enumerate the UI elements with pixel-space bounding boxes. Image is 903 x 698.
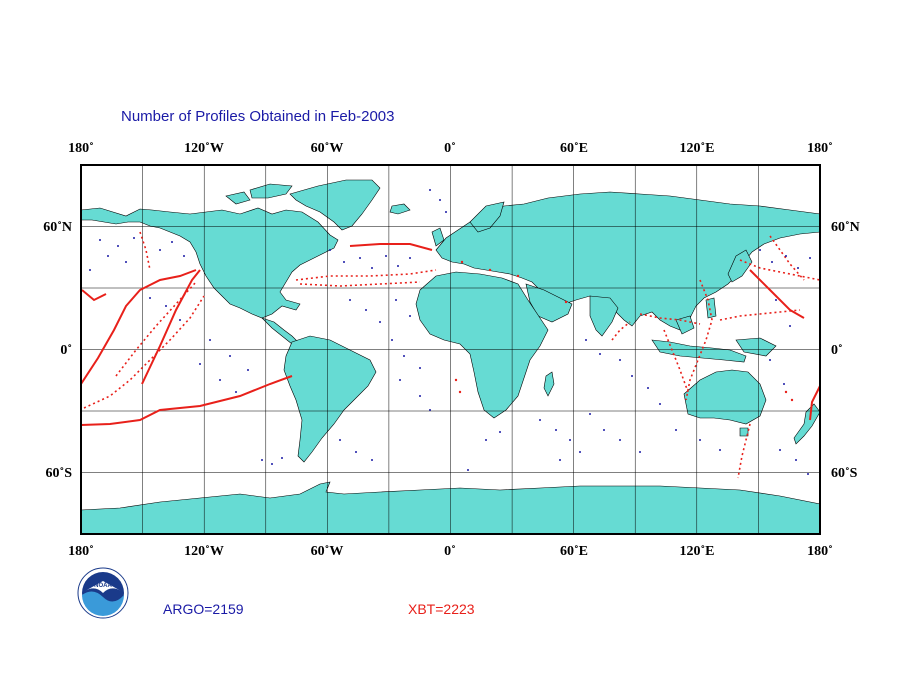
africa xyxy=(415,271,549,419)
xbt-line-north-pacific-1 xyxy=(80,269,197,385)
greenland xyxy=(289,179,381,231)
argo-count: ARGO=2159 xyxy=(163,601,244,617)
xbt-count: XBT=2223 xyxy=(408,601,475,617)
lon-tick-top: 120˚E xyxy=(680,141,715,156)
new-guinea xyxy=(735,337,777,357)
xbt-line-japan xyxy=(749,269,805,319)
india xyxy=(589,295,619,337)
map-frame xyxy=(80,164,821,535)
tasmania xyxy=(739,427,749,437)
longitude-labels-bottom: 180˚ 120˚W 60˚W 0˚ 60˚E 120˚E 180˚ xyxy=(68,544,833,559)
latitude-labels-right: 60˚N 0˚ 60˚S xyxy=(831,220,860,481)
lon-tick-bottom: 120˚W xyxy=(184,544,224,559)
new-zealand xyxy=(793,403,821,445)
lon-tick-top: 120˚W xyxy=(184,141,224,156)
madagascar xyxy=(543,371,555,397)
lat-tick-right: 60˚S xyxy=(831,466,858,481)
arctic-islands xyxy=(249,183,293,199)
scandinavia xyxy=(469,201,505,233)
lon-tick-bottom: 60˚E xyxy=(560,544,588,559)
xbt-line-hawaii xyxy=(81,289,107,302)
lon-tick-bottom: 0˚ xyxy=(444,544,456,559)
argo-floats xyxy=(89,189,811,475)
lon-tick-bottom: 180˚ xyxy=(807,544,833,559)
lon-tick-top: 60˚W xyxy=(311,141,344,156)
xbt-dotted-lines xyxy=(83,231,821,479)
indonesia xyxy=(651,339,747,363)
xbt-transects xyxy=(80,243,821,426)
lon-tick-top: 60˚E xyxy=(560,141,588,156)
south-america xyxy=(283,335,377,463)
xbt-drops xyxy=(454,260,794,402)
longitude-labels-top: 180˚ 120˚W 60˚W 0˚ 60˚E 120˚E 180˚ xyxy=(68,141,833,156)
japan xyxy=(727,249,753,283)
xbt-line-tasman xyxy=(809,385,821,421)
noaa-logo: NOAA xyxy=(77,567,129,619)
british-isles xyxy=(431,227,445,247)
lon-tick-bottom: 180˚ xyxy=(68,544,94,559)
lon-tick-top: 0˚ xyxy=(444,141,456,156)
lat-tick-left: 60˚N xyxy=(43,220,72,235)
lon-tick-top: 180˚ xyxy=(68,141,94,156)
philippines xyxy=(705,297,717,319)
xbt-line-south-pacific xyxy=(80,375,293,426)
xbt-line-north-atlantic xyxy=(349,243,433,251)
lat-tick-left: 60˚S xyxy=(46,466,73,481)
lon-tick-bottom: 120˚E xyxy=(680,544,715,559)
lat-tick-right: 60˚N xyxy=(831,220,860,235)
noaa-logo-text: NOAA xyxy=(94,583,112,589)
lat-tick-right: 0˚ xyxy=(831,343,843,358)
xbt-line-north-pacific-2 xyxy=(141,269,201,385)
lon-tick-bottom: 60˚W xyxy=(311,544,344,559)
lon-tick-top: 180˚ xyxy=(807,141,833,156)
lat-tick-left: 0˚ xyxy=(60,343,72,358)
iceland xyxy=(389,203,411,215)
map-title: Number of Profiles Obtained in Feb-2003 xyxy=(121,108,395,125)
north-america xyxy=(80,207,339,319)
grid-lines xyxy=(81,165,820,534)
australia xyxy=(683,369,767,425)
latitude-labels-left: 60˚N 0˚ 60˚S xyxy=(43,220,72,481)
